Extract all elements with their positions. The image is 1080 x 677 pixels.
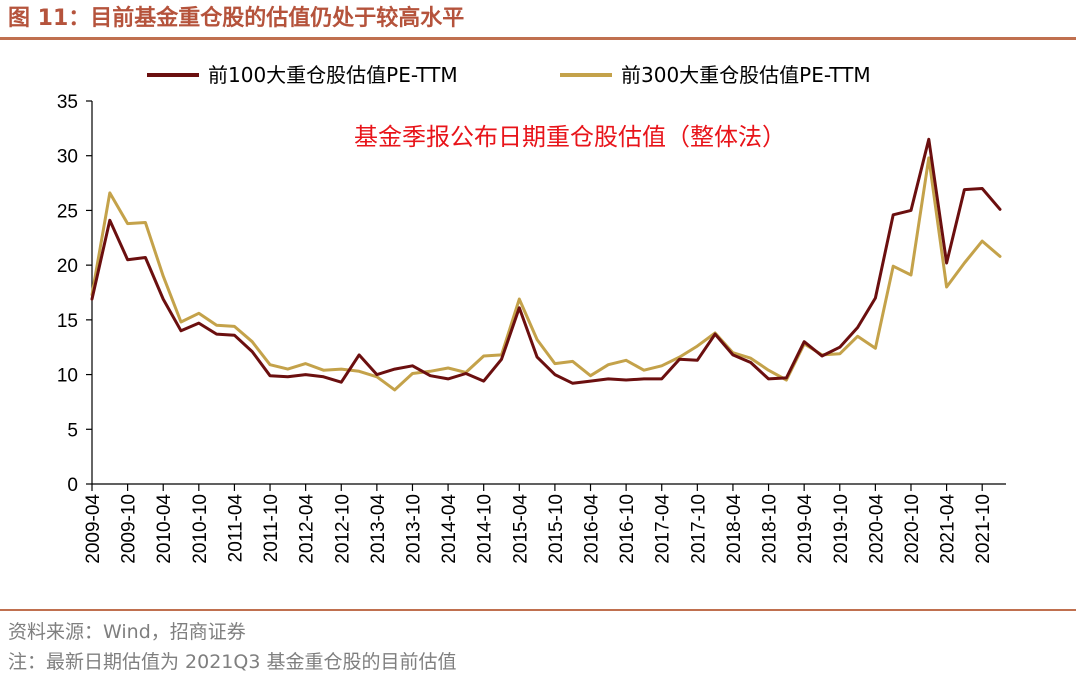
y-tick-label: 35 [57, 92, 78, 113]
series-line-1 [90, 137, 1002, 385]
x-tick-label: 2011-04 [225, 494, 246, 563]
x-tick-label: 2016-10 [617, 494, 638, 564]
chart-annotation: 基金季报公布日期重仓股估值（整体法） [354, 123, 786, 151]
x-tick-label: 2009-04 [83, 494, 104, 564]
x-tick-label: 2009-10 [119, 494, 140, 564]
y-tick-label: 30 [57, 147, 78, 168]
y-tick-label: 15 [57, 311, 78, 332]
x-tick-label: 2019-04 [795, 494, 816, 564]
header-rule [0, 37, 1076, 40]
x-tick-label: 2010-04 [154, 494, 175, 564]
y-axis: 0 5 10 15 20 25 30 35 [57, 92, 93, 496]
footer-rule [0, 609, 1076, 611]
x-tick-label: 2012-10 [332, 494, 353, 564]
series-layer [90, 137, 1002, 392]
y-tick-label: 10 [57, 366, 78, 387]
y-tick-label: 20 [57, 256, 78, 277]
x-tick-label: 2021-10 [973, 494, 994, 564]
x-tick-label: 2010-10 [190, 494, 211, 564]
x-tick-label: 2018-10 [760, 494, 781, 564]
legend-label-2: 前300大重仓股估值PE-TTM [621, 63, 871, 87]
x-tick-label: 2019-10 [831, 494, 852, 564]
figure-title: 图 11：目前基金重仓股的估值仍处于较高水平 [8, 6, 465, 31]
chart-legend: 前100大重仓股估值PE-TTM 前300大重仓股估值PE-TTM [147, 63, 871, 87]
y-tick-label: 25 [57, 201, 78, 222]
legend-label-1: 前100大重仓股估值PE-TTM [208, 63, 458, 87]
series-line-2 [90, 156, 1002, 392]
x-tick-label: 2020-10 [902, 494, 923, 564]
pe-ttm-line-chart: 前100大重仓股估值PE-TTM 前300大重仓股估值PE-TTM 0 5 10 15 2… [57, 63, 1006, 564]
x-tick-label: 2021-04 [938, 494, 959, 564]
y-tick-label: 0 [67, 475, 78, 496]
x-tick-label: 2016-04 [582, 494, 603, 564]
x-tick-label: 2018-04 [724, 494, 745, 564]
x-tick-label: 2013-10 [403, 494, 424, 564]
x-tick-label: 2012-04 [297, 494, 318, 564]
footnote: 注：最新日期估值为 2021Q3 基金重仓股的目前估值 [8, 651, 457, 673]
x-tick-label: 2017-04 [653, 494, 674, 564]
x-tick-label: 2015-10 [546, 494, 567, 564]
x-tick-label: 2020-04 [866, 494, 887, 564]
source-note: 资料来源：Wind，招商证券 [8, 621, 246, 643]
x-tick-label: 2014-04 [439, 494, 460, 564]
x-tick-label: 2017-10 [688, 494, 709, 564]
x-tick-label: 2013-04 [368, 494, 389, 564]
y-tick-label: 5 [67, 420, 78, 441]
x-tick-label: 2015-04 [510, 494, 531, 564]
x-axis: 2009-04 2009-10 2010-04 2010-10 2011-04 2011-… [83, 483, 1006, 564]
x-tick-label: 2014-10 [475, 494, 496, 564]
x-tick-label: 2011-10 [261, 494, 282, 562]
